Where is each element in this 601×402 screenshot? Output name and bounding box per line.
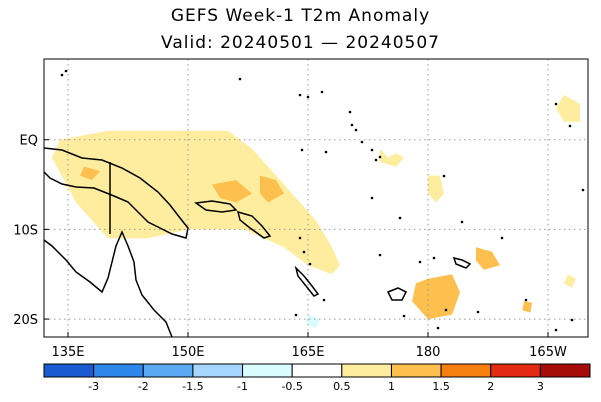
island-dot [348,110,352,114]
anomaly-fill-layer [52,94,580,328]
anomaly-area-1 [212,180,252,203]
colorbar-label: -1.5 [182,380,203,393]
island-dot [360,140,364,144]
colorbar-label: 1 [388,380,395,393]
island-dot [402,314,406,318]
colorbar-swatch [242,363,293,378]
island-dot [554,328,558,332]
y-tick-label: 10S [13,223,38,238]
island-dot [294,313,298,317]
island-dot [418,260,422,264]
island-dot [324,150,328,154]
island-dot [444,308,448,312]
new-britain-coast [193,200,238,213]
colorbar-swatch [291,363,343,378]
island-dot [64,69,68,73]
island-dot [581,188,585,192]
colorbar-swatch [539,363,591,378]
colorbar-label: -3 [88,380,99,393]
colorbar-swatch [93,363,144,378]
map-title: GEFS Week-1 T2m Anomaly [170,6,431,26]
anomaly-area-0.5 [564,274,576,288]
island-dot [378,253,382,257]
plot-frame [43,58,589,338]
colorbar-label: 3 [537,380,544,393]
x-tick-label: 165E [291,345,324,360]
anomaly-area-0.5 [380,148,404,167]
island-dot [238,77,242,81]
axis-ticks: 135E 150E 165E 180 165W EQ 10S 20S [13,134,567,360]
island-dot [302,250,306,254]
anomaly-area-1 [412,274,460,320]
island-dot [370,148,374,152]
fiji-coast [386,287,408,301]
x-tick-label: 165W [529,345,567,360]
colorbar-label: -0.5 [281,380,302,393]
gridlines [44,59,588,337]
colorbar-swatch [390,363,442,378]
solomon-islands-coast [236,210,272,239]
colorbar-swatch [43,363,95,378]
island-dot [298,93,302,97]
island-dot [350,123,354,127]
colorbar-swatch [192,363,244,378]
map-subtitle: Valid: 20240501 — 20240507 [161,33,440,53]
colorbar-label: 2 [487,380,494,393]
new-caledonia-coast [294,265,320,297]
x-tick-label: 135E [51,345,84,360]
colorbar-label: 0.5 [333,380,351,393]
island-dot [308,262,312,266]
anomaly-area-0.5 [428,175,444,203]
island-dot [374,158,378,162]
anomaly-area-1 [476,247,500,270]
samoa-coast [452,256,472,269]
island-dot [500,236,504,240]
island-dot [60,73,64,77]
colorbar-swatch [440,363,492,378]
island-dot [554,102,558,106]
island-dot [398,216,402,220]
colorbar-swatch [341,363,392,378]
y-tick-label: 20S [13,313,38,328]
island-dot [370,196,374,200]
colorbar-label: -1 [237,380,248,393]
colorbar-label: 1.5 [432,380,450,393]
island-dot [300,148,304,152]
island-dot [306,95,310,99]
island-dot [570,318,574,322]
island-dot [524,298,528,302]
island-dot [298,236,302,240]
island-dot [322,298,326,302]
new-guinea-coast [44,147,189,239]
island-dots [60,69,585,332]
island-dot [378,155,382,159]
island-dot [460,220,464,224]
anomaly-area-1 [80,166,100,181]
x-tick-label: 150E [171,345,204,360]
anomaly-area-1 [522,301,532,313]
coastlines [44,147,472,337]
colorbar: -3 -2 -1.5 -1 -0.5 0.5 1 1.5 2 3 [43,363,591,393]
colorbar-label: -2 [138,380,149,393]
anomaly-area-1 [260,175,284,203]
x-tick-label: 180 [416,345,441,360]
anomaly-area-0.5 [556,94,580,122]
island-dot [432,256,436,260]
y-tick-label: EQ [20,134,38,149]
anomaly-area--0.5 [306,314,320,328]
island-dot [568,124,572,128]
island-dot [320,90,324,94]
island-dot [476,310,480,314]
island-dot [442,174,446,178]
colorbar-swatch [490,363,541,378]
island-dot [354,128,358,132]
colorbar-swatch [142,363,194,378]
island-dot [436,326,440,330]
australia-coast [44,230,173,337]
